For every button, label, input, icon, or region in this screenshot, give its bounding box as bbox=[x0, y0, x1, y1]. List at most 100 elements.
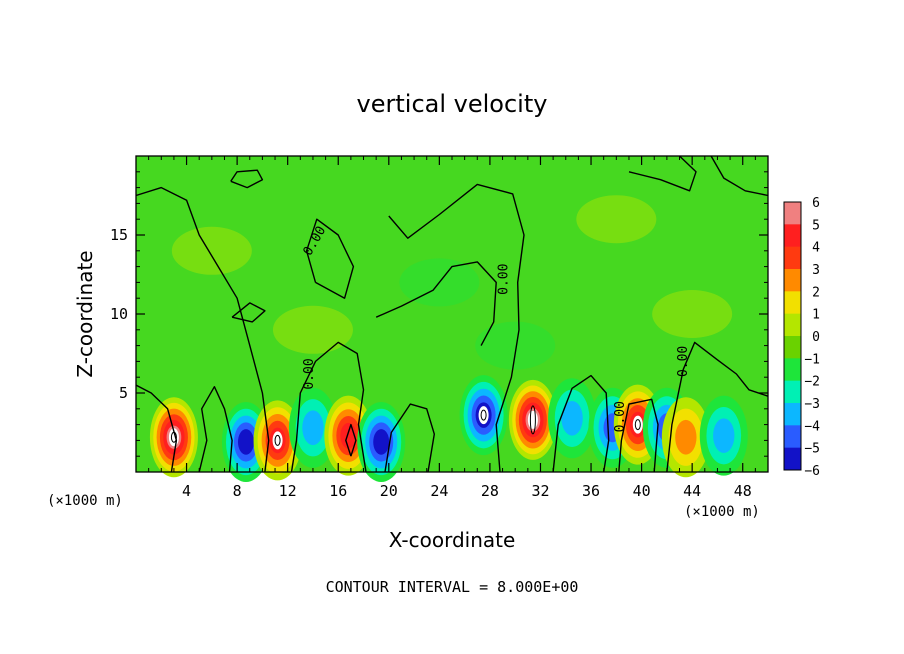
cell-core-contour bbox=[529, 405, 536, 435]
x-tick-label: 8 bbox=[233, 482, 242, 500]
x-tick-label: 16 bbox=[329, 482, 347, 500]
contour-label: 0.00 bbox=[497, 264, 512, 295]
x-tick-label: 44 bbox=[683, 482, 701, 500]
y-tick-label: 5 bbox=[119, 384, 128, 402]
colorbar-swatch bbox=[784, 291, 801, 315]
background-cell bbox=[652, 290, 733, 338]
contour-line bbox=[305, 218, 355, 299]
x-axis: 4 8 12 16 20 24 28 32 36 40 44 48 bbox=[148, 156, 756, 500]
colorbar-swatch bbox=[784, 358, 801, 382]
x-axis-label: X-coordinate bbox=[389, 528, 516, 552]
cell-core-contour bbox=[274, 434, 281, 446]
colorbar-label: −6 bbox=[804, 464, 820, 479]
colorbar: 6 5 4 3 2 1 0 −1 −2 −3 −4 −5 −6 bbox=[783, 196, 820, 479]
cell-core-contour bbox=[634, 419, 641, 431]
x-tick-label: 28 bbox=[481, 482, 499, 500]
y-tick-label: 15 bbox=[110, 226, 128, 244]
colorbar-label: −5 bbox=[804, 442, 820, 457]
colorbar-swatch bbox=[784, 403, 801, 426]
x-unit-left: (×1000 m) bbox=[47, 493, 123, 509]
contour-label: 0.00 bbox=[676, 346, 691, 377]
contour-line bbox=[388, 183, 525, 473]
background-cell bbox=[171, 226, 252, 275]
colorbar-label: 6 bbox=[812, 196, 820, 211]
colorbar-label: −4 bbox=[804, 419, 820, 434]
colorbar-label: 0 bbox=[812, 330, 820, 345]
zero-contours: 0.000.000.000.000.00 bbox=[135, 155, 769, 473]
cell-core bbox=[478, 406, 489, 425]
y-tick-label: 10 bbox=[110, 305, 128, 323]
x-tick-label: 12 bbox=[279, 482, 297, 500]
colorbar-swatch bbox=[784, 313, 801, 337]
colorbar-swatch bbox=[784, 269, 801, 292]
x-tick-label: 20 bbox=[380, 482, 398, 500]
contour-line bbox=[710, 155, 769, 197]
y-axis: 5 10 15 bbox=[110, 171, 768, 457]
velocity-cell bbox=[288, 387, 337, 468]
x-tick-label: 36 bbox=[582, 482, 600, 500]
background-cell bbox=[475, 321, 556, 370]
cell-core bbox=[272, 431, 283, 450]
plot-area: 0.000.000.000.000.00 4 8 12 16 20 24 28 32 36 40 4… bbox=[110, 155, 769, 500]
x-tick-label: 40 bbox=[633, 482, 651, 500]
contour-label: 0.00 bbox=[302, 358, 317, 389]
contour-line bbox=[290, 341, 367, 473]
x-tick-label: 32 bbox=[531, 482, 549, 500]
colorbar-frame bbox=[783, 201, 802, 471]
colorbar-label: 1 bbox=[812, 308, 820, 323]
colorbar-label: −1 bbox=[804, 352, 820, 367]
cell-core bbox=[632, 415, 643, 434]
cell-core-contour bbox=[480, 409, 487, 421]
colorbar-swatch bbox=[784, 224, 801, 248]
contour-line bbox=[618, 398, 659, 473]
contour-line bbox=[375, 261, 497, 346]
y-axis-label: Z-coordinate bbox=[73, 250, 97, 377]
colorbar-label: 4 bbox=[812, 241, 820, 256]
cell-level bbox=[237, 429, 254, 455]
contour-line bbox=[231, 302, 266, 323]
velocity-cell bbox=[357, 401, 406, 482]
x-tick-label: 24 bbox=[430, 482, 448, 500]
contour-line bbox=[628, 155, 697, 192]
colorbar-swatch bbox=[784, 336, 801, 359]
colorbar-swatch bbox=[784, 425, 801, 449]
x-tick-label: 48 bbox=[734, 482, 752, 500]
velocity-cell bbox=[459, 375, 508, 456]
contour-line bbox=[230, 169, 264, 189]
contour-line bbox=[198, 386, 233, 473]
x-unit-right: (×1000 m) bbox=[684, 504, 760, 520]
contour-line bbox=[384, 403, 435, 473]
cell-level bbox=[302, 410, 324, 446]
contour-line bbox=[135, 186, 270, 473]
velocity-cell bbox=[699, 395, 748, 476]
cell-level bbox=[561, 400, 583, 436]
contour-interval-note: CONTOUR INTERVAL = 8.000E+00 bbox=[326, 578, 579, 596]
colorbar-swatch bbox=[784, 447, 801, 471]
contour-line bbox=[135, 384, 178, 473]
background-cell bbox=[576, 195, 657, 244]
colorbar-label: −2 bbox=[804, 375, 820, 390]
contour-line bbox=[666, 341, 769, 473]
colorbar-label: 3 bbox=[812, 263, 820, 278]
colorbar-label: 2 bbox=[812, 285, 820, 300]
velocity-cell bbox=[548, 378, 597, 459]
velocity-field bbox=[149, 195, 748, 482]
colorbar-swatch bbox=[784, 202, 801, 225]
background-cell bbox=[272, 305, 353, 354]
cell-level bbox=[713, 418, 735, 453]
colorbar-swatch bbox=[784, 246, 801, 270]
colorbar-swatch bbox=[784, 380, 801, 404]
cell-level bbox=[373, 429, 390, 455]
contour-label: 0.00 bbox=[613, 401, 628, 432]
chart-title: vertical velocity bbox=[357, 90, 548, 118]
velocity-cell bbox=[508, 379, 557, 460]
colorbar-label: 5 bbox=[812, 218, 820, 233]
cell-core bbox=[527, 410, 538, 429]
colorbar-label: −3 bbox=[804, 397, 820, 412]
cell-level bbox=[675, 419, 697, 455]
contour-line bbox=[345, 423, 357, 457]
x-tick-label: 4 bbox=[182, 482, 191, 500]
velocity-cell bbox=[149, 397, 198, 478]
contour-line bbox=[552, 374, 610, 473]
